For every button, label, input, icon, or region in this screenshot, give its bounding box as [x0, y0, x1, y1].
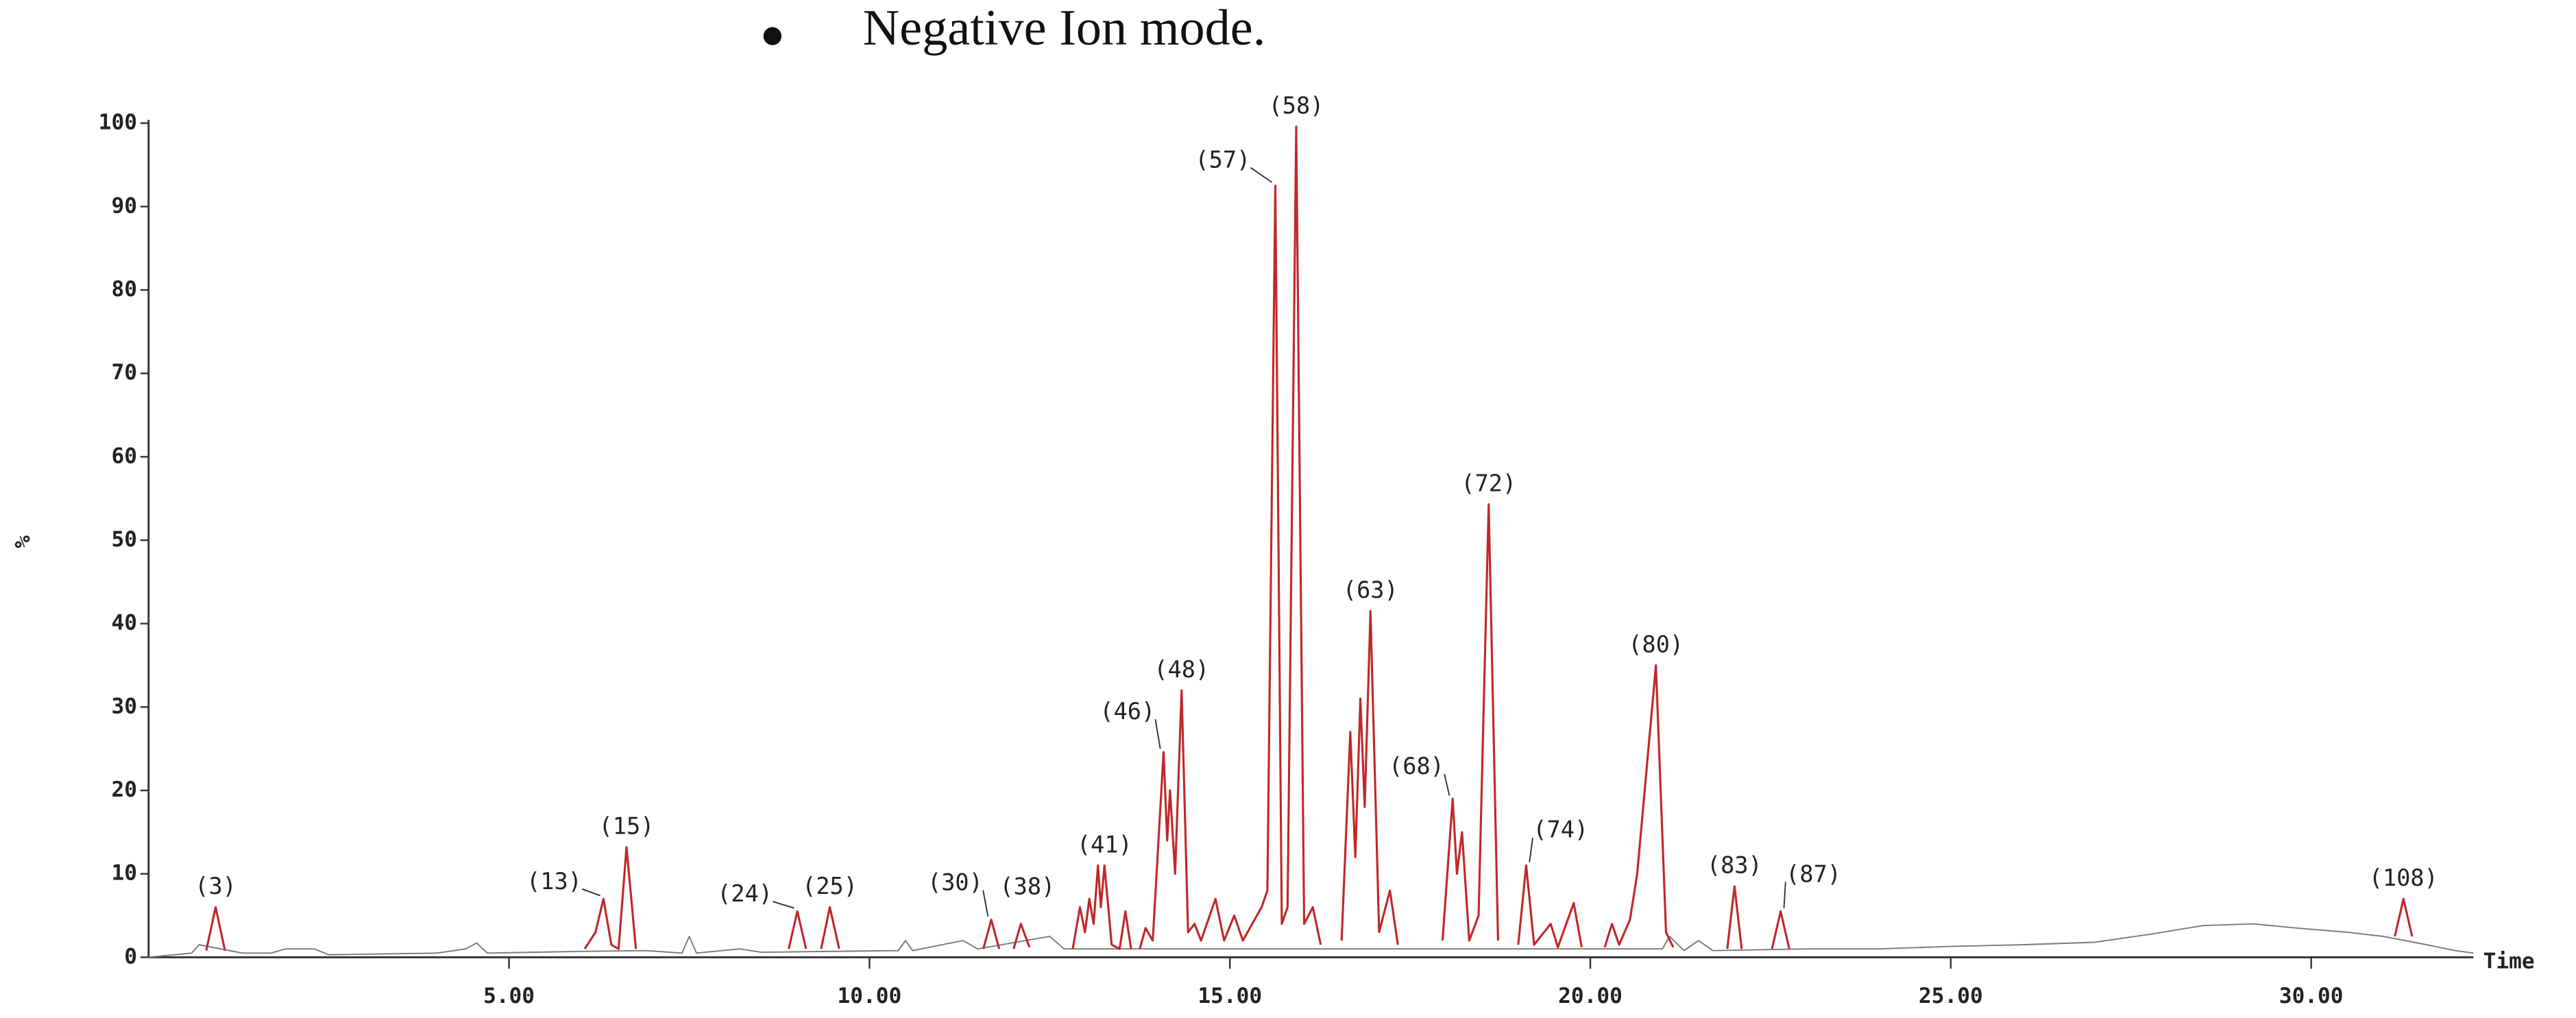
- leader-line: [1444, 774, 1450, 796]
- heading: Negative Ion mode.: [863, 0, 1266, 56]
- peak-label: (74): [1533, 816, 1588, 843]
- peak-label: (87): [1786, 860, 1841, 887]
- peak-label: (41): [1077, 831, 1132, 858]
- trace: [205, 125, 2414, 951]
- peak-label: (108): [2369, 864, 2438, 891]
- x-tick-label: 15.00: [1198, 984, 1262, 1008]
- leader-line: [1783, 882, 1786, 908]
- peak-label: (13): [526, 868, 582, 895]
- y-tick-label: 70: [112, 361, 137, 385]
- y-tick-label: 50: [112, 527, 137, 552]
- leader-line: [982, 890, 989, 917]
- peak-label: (48): [1154, 656, 1209, 683]
- peak-label: (3): [195, 873, 236, 899]
- y-tick-label: 60: [112, 444, 137, 468]
- y-tick-label: 90: [112, 193, 137, 218]
- peak-label: (30): [927, 869, 983, 895]
- peak-label: (46): [1099, 698, 1155, 725]
- peak-label: (80): [1628, 631, 1684, 657]
- bullet: [763, 27, 782, 45]
- peak-label: (25): [802, 873, 858, 899]
- peak-label: (24): [717, 880, 773, 907]
- leader-line: [1250, 167, 1273, 183]
- peak-label: (83): [1707, 852, 1762, 879]
- y-tick-label: 20: [112, 777, 137, 802]
- x-tick-label: 5.00: [483, 984, 535, 1008]
- peak-label: (72): [1461, 470, 1516, 496]
- y-axis-label: %: [11, 535, 36, 548]
- peak-label: (63): [1343, 577, 1398, 603]
- x-tick-label: 10.00: [838, 984, 902, 1008]
- y-tick-label: 40: [112, 611, 137, 635]
- leader-line: [581, 888, 600, 897]
- y-tick-label: 80: [112, 277, 137, 302]
- x-tick-label: 20.00: [1558, 984, 1623, 1008]
- peak-label: (57): [1195, 146, 1250, 173]
- y-tick-label: 30: [112, 694, 137, 718]
- y-tick-label: 100: [99, 110, 137, 135]
- leader-line: [773, 901, 794, 909]
- peak-label: (15): [599, 813, 655, 840]
- peak-label: (38): [999, 873, 1055, 900]
- y-tick-label: 10: [112, 861, 137, 886]
- y-tick-label: 0: [124, 944, 137, 969]
- leader-line: [1154, 718, 1161, 749]
- x-axis-label: Time: [2483, 949, 2535, 974]
- x-tick-label: 25.00: [1919, 984, 1983, 1008]
- leader-line: [1529, 837, 1533, 862]
- x-tick-label: 30.00: [2279, 984, 2344, 1008]
- peak-label: (58): [1269, 92, 1324, 119]
- peak-label: (68): [1389, 753, 1444, 779]
- trace: [148, 923, 2474, 958]
